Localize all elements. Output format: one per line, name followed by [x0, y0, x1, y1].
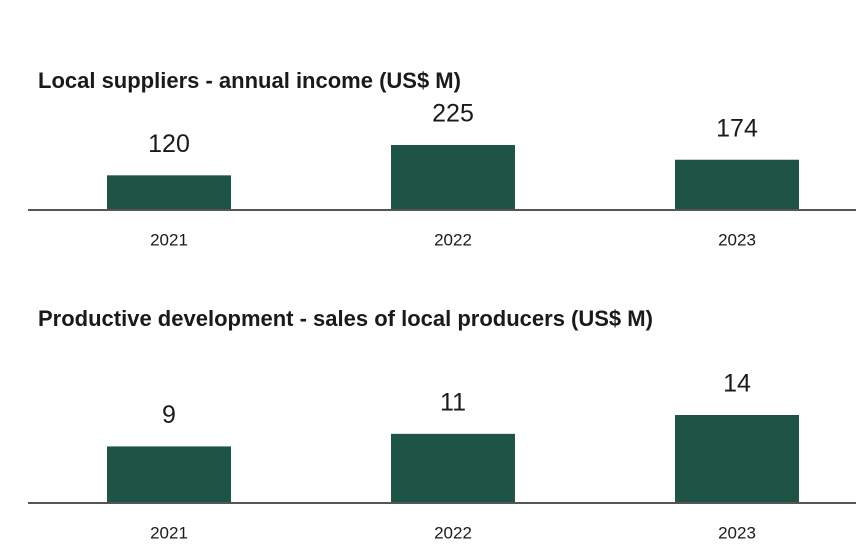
- bar: [391, 433, 515, 503]
- x-tick-label: 2022: [434, 230, 472, 249]
- data-label: 225: [432, 100, 474, 128]
- chart-title: Productive development - sales of local …: [38, 306, 653, 331]
- data-label: 120: [148, 130, 190, 158]
- x-tick-label: 2023: [718, 523, 756, 542]
- bar: [107, 446, 231, 503]
- chart-title: Local suppliers - annual income (US$ M): [38, 68, 461, 93]
- data-label: 11: [440, 388, 466, 416]
- data-label: 14: [723, 370, 751, 398]
- bar: [675, 415, 799, 503]
- x-tick-label: 2021: [150, 230, 188, 249]
- bar: [391, 145, 515, 210]
- x-tick-label: 2022: [434, 523, 472, 542]
- x-tick-label: 2023: [718, 230, 756, 249]
- bar: [107, 175, 231, 210]
- bar: [675, 159, 799, 210]
- data-label: 9: [162, 401, 176, 429]
- data-label: 174: [716, 114, 758, 142]
- x-tick-label: 2021: [150, 523, 188, 542]
